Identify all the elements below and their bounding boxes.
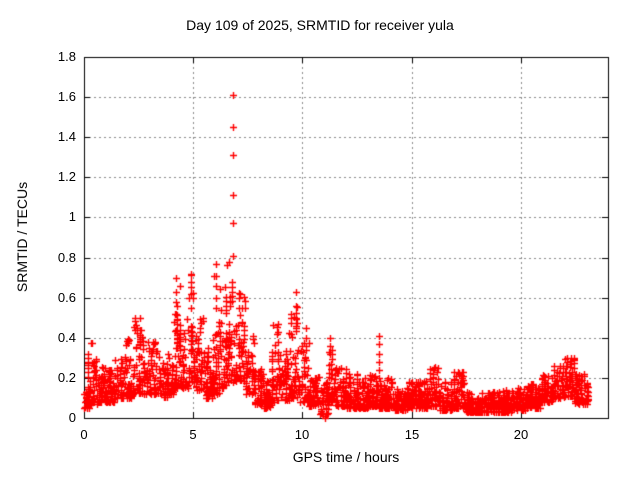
x-axis-title: GPS time / hours	[292, 449, 400, 465]
y-tick-label: 1	[68, 209, 76, 224]
y-tick-label: 1.2	[57, 169, 76, 184]
x-tick-label: 5	[189, 427, 197, 442]
x-tick-label: 20	[513, 427, 529, 442]
y-axis-title: SRMTID / TECUs	[14, 181, 30, 293]
y-tick-label: 0.2	[57, 370, 76, 385]
x-tick-label: 10	[294, 427, 310, 442]
chart-title: Day 109 of 2025, SRMTID for receiver yul…	[186, 17, 454, 33]
y-tick-label: 1.6	[57, 89, 76, 104]
y-tick-label: 0.4	[57, 330, 76, 345]
x-tick-label: 15	[404, 427, 420, 442]
y-tick-label: 0.6	[57, 290, 76, 305]
y-tick-label: 0	[68, 410, 76, 425]
y-tick-label: 1.4	[57, 129, 76, 144]
y-tick-label: 0.8	[57, 250, 76, 265]
y-tick-label: 1.8	[57, 49, 76, 64]
x-tick-label: 0	[80, 427, 88, 442]
